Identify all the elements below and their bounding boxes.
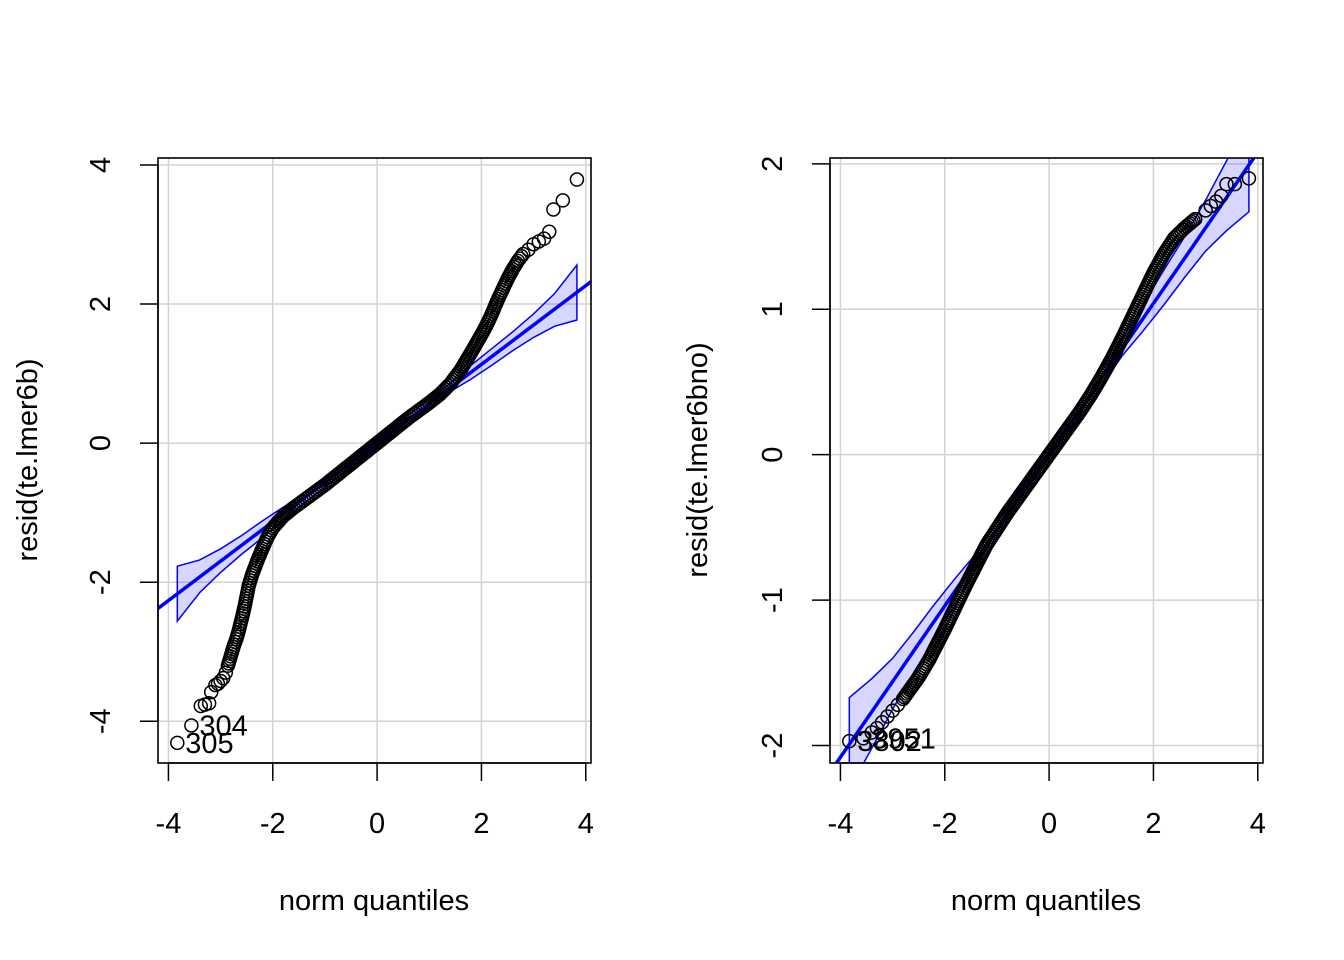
reference-line — [158, 279, 591, 611]
data-point — [1184, 214, 1199, 230]
x-axis-label-left: norm quantiles — [279, 885, 469, 917]
data-point — [170, 735, 185, 751]
data-point — [201, 695, 217, 711]
data-point — [213, 673, 228, 689]
x-tick-label: 4 — [578, 808, 594, 840]
data-point — [546, 202, 561, 217]
data-point — [1187, 211, 1203, 227]
x-tick-label: -4 — [156, 808, 182, 840]
point-label: 305 — [185, 728, 233, 760]
x-tick-label: 0 — [1041, 808, 1057, 840]
x-tick-label: 2 — [1145, 808, 1161, 840]
data-point — [512, 251, 527, 266]
data-point — [542, 224, 557, 239]
data-point — [555, 193, 571, 208]
data-point — [1241, 171, 1257, 186]
envelope-band-upper — [449, 262, 578, 393]
x-tick-label: -2 — [932, 808, 958, 840]
points-right — [842, 171, 1257, 749]
y-tick-label: 1 — [757, 301, 789, 317]
x-tick-label: -4 — [828, 808, 854, 840]
x-tick-label: 2 — [473, 808, 489, 840]
y-tick-label: -1 — [757, 587, 789, 613]
point-label: 3951 — [871, 723, 936, 755]
data-point — [1203, 198, 1219, 214]
grid-left — [158, 158, 591, 763]
data-point — [1227, 176, 1243, 192]
y-tick-label: 2 — [757, 156, 789, 172]
data-point — [1186, 213, 1201, 228]
y-tick-label: 0 — [757, 447, 789, 463]
data-point — [842, 733, 857, 749]
y-tick-label: -2 — [85, 569, 117, 595]
y-axis-left: -4 -2 0 2 4 — [85, 157, 159, 734]
data-point — [569, 172, 585, 187]
y-tick-label: 0 — [85, 435, 117, 451]
point-label: 304 — [199, 710, 247, 742]
y-tick-label: 4 — [85, 157, 117, 173]
y-axis-right: -2 -1 0 1 2 — [757, 156, 831, 759]
data-point — [1182, 216, 1198, 231]
data-point — [521, 242, 536, 258]
data-point — [515, 246, 531, 262]
data-point — [184, 718, 199, 733]
y-axis-label-right: resid(te.lmer6bno) — [682, 342, 714, 577]
y-axis-label-left: resid(te.lmer6b) — [12, 358, 44, 561]
x-axis-right: -4 -2 0 2 4 — [828, 762, 1266, 840]
x-axis-label-right: norm quantiles — [951, 885, 1141, 917]
reference-line-left — [158, 279, 591, 611]
point-label: 3802 — [857, 726, 922, 758]
data-point — [864, 725, 879, 740]
data-point — [1198, 203, 1213, 218]
x-tick-label: 0 — [369, 808, 385, 840]
data-point — [1219, 176, 1234, 192]
x-axis-left: -4 -2 0 2 4 — [156, 762, 594, 840]
points-left — [170, 172, 585, 751]
data-point — [210, 676, 226, 691]
x-tick-label: 4 — [1250, 808, 1266, 840]
y-tick-label: -4 — [85, 708, 117, 734]
y-tick-label: -2 — [757, 733, 789, 759]
y-tick-label: 2 — [85, 296, 117, 312]
data-point — [1214, 188, 1229, 204]
x-tick-label: -2 — [260, 808, 286, 840]
